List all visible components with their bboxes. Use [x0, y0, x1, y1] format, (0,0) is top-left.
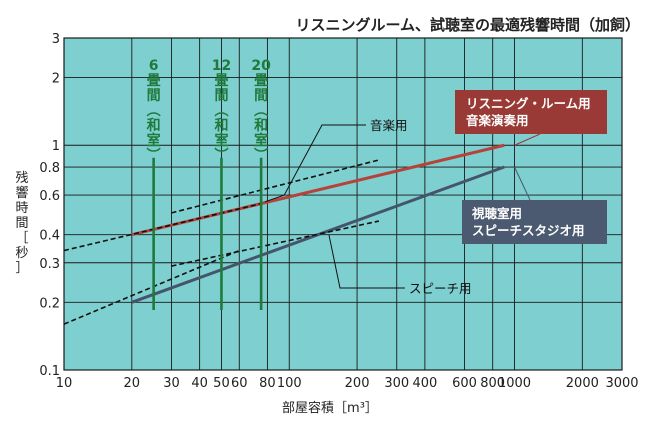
- room-marker-label: 畳: [254, 73, 268, 89]
- y-tick-label: 0.6: [39, 189, 60, 204]
- x-axis-label: 部屋容積［m³］: [282, 400, 378, 416]
- y-tick-label: 0.3: [39, 257, 60, 272]
- x-tick-label: 1000: [498, 376, 531, 391]
- room-marker-label: 間: [214, 88, 228, 104]
- room-marker-label: 和: [254, 118, 268, 134]
- dashed-series-line: [171, 159, 380, 214]
- speech-leader-line: [328, 234, 405, 289]
- dashed-series-line: [63, 202, 262, 252]
- x-tick-label: 30: [163, 376, 180, 391]
- music-label: 音楽用: [370, 118, 408, 133]
- room-marker-label: ︵: [253, 103, 268, 119]
- room-marker-label: 畳: [214, 73, 228, 89]
- x-tick-label: 20: [124, 376, 141, 391]
- room-marker-label: 6: [149, 58, 159, 74]
- room-marker-label: ︶: [146, 147, 161, 164]
- room-marker-label: 室: [214, 132, 228, 149]
- x-tick-label: 200: [345, 376, 370, 391]
- room-marker-label: ︶: [213, 147, 228, 164]
- x-tick-label: 2000: [566, 376, 599, 391]
- x-tick-label: 10: [56, 376, 73, 391]
- room-marker-label: 間: [254, 88, 268, 104]
- x-tick-label: 600: [452, 376, 477, 391]
- y-tick-label: 0.2: [39, 296, 60, 311]
- room-marker-label: 間: [147, 88, 161, 104]
- y-tick-label: 0.4: [39, 229, 60, 244]
- y-axis-label-char: ［: [15, 231, 28, 246]
- speech-label: スピーチ用: [409, 281, 472, 296]
- red-box-pointer: [514, 133, 541, 146]
- y-axis-label-char: ］: [15, 261, 28, 276]
- y-tick-label: 0.8: [39, 161, 60, 176]
- x-tick-label: 800: [480, 376, 505, 391]
- x-tick-label: 80: [259, 376, 276, 391]
- y-axis-label-char: 時: [15, 201, 28, 216]
- room-marker-label: ︵: [146, 103, 161, 119]
- x-tick-label: 50: [213, 376, 230, 391]
- blue-box-text: 視聴室用: [471, 206, 522, 221]
- x-tick-label: 100: [277, 376, 302, 391]
- chart-title: リスニングルーム、試聴室の最適残響時間（加飼）: [295, 16, 640, 34]
- x-tick-label: 3000: [605, 376, 638, 391]
- room-marker-label: ︵: [213, 103, 228, 119]
- y-axis-label-char: 秒: [15, 246, 28, 261]
- red-legend-box: [455, 90, 607, 134]
- x-tick-label: 40: [191, 376, 208, 391]
- y-axis-label-char: 間: [15, 216, 28, 231]
- solid-series-line: [131, 143, 505, 237]
- y-axis-label-char: 響: [15, 185, 28, 201]
- room-marker-label: ︶: [253, 147, 268, 164]
- y-axis-label: 残響時間［秒］: [15, 171, 28, 276]
- room-marker-label: 12: [212, 58, 231, 74]
- x-tick-label: 60: [231, 376, 248, 391]
- y-tick-label: 2: [52, 72, 60, 87]
- x-tick-label: 300: [384, 376, 409, 391]
- room-marker-label: 室: [254, 132, 268, 149]
- x-tick-label: 400: [412, 376, 437, 391]
- red-box-text: リスニング・ルーム用: [466, 96, 591, 111]
- series-lines: [63, 143, 505, 325]
- y-tick-label: 3: [52, 32, 60, 47]
- y-tick-label: 1: [52, 139, 60, 154]
- blue-box-text: スピーチスタジオ用: [472, 223, 585, 238]
- room-marker-label: 室: [147, 132, 161, 149]
- y-axis-label-char: 残: [15, 171, 28, 186]
- grid-lines: [63, 37, 623, 371]
- room-marker-label: 畳: [147, 73, 161, 89]
- blue-legend-box: [462, 200, 607, 244]
- red-box-text: 音楽演奏用: [466, 113, 529, 128]
- music-leader-line: [264, 124, 366, 203]
- blue-box-pointer: [514, 166, 531, 201]
- room-marker-label: 和: [147, 118, 161, 134]
- solid-series-line: [131, 165, 505, 304]
- dashed-series-line: [171, 220, 380, 267]
- y-tick-label: 0.1: [39, 364, 60, 379]
- room-marker-label: 和: [214, 118, 228, 134]
- room-marker-label: 20: [251, 58, 271, 74]
